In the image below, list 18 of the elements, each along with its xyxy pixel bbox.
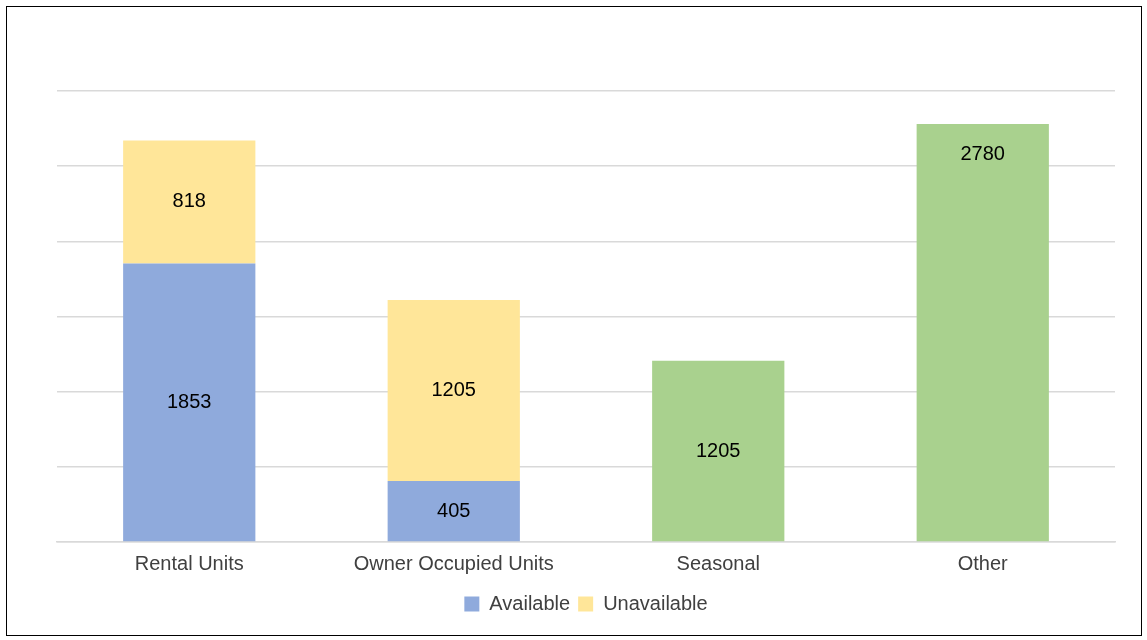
- data-label: 818: [172, 189, 206, 212]
- data-label: 2780: [960, 141, 1005, 164]
- bar: [123, 263, 256, 542]
- x-tick-label: Seasonal: [676, 551, 760, 574]
- bar: [387, 481, 520, 542]
- x-tick-label: Rental Units: [134, 551, 244, 574]
- data-label: 1853: [167, 389, 212, 412]
- x-tick-label: Other: [957, 551, 1009, 574]
- x-tick-label: Owner Occupied Units: [353, 551, 554, 574]
- data-label: 1205: [696, 438, 741, 461]
- data-label: 1205: [431, 378, 476, 401]
- legend-label: Available: [489, 591, 571, 614]
- bar: [652, 360, 785, 542]
- bar: [916, 124, 1049, 542]
- bar: [387, 299, 520, 482]
- data-label: 405: [437, 498, 471, 521]
- legend-label: Unavailable: [603, 591, 708, 614]
- bar: [123, 140, 256, 264]
